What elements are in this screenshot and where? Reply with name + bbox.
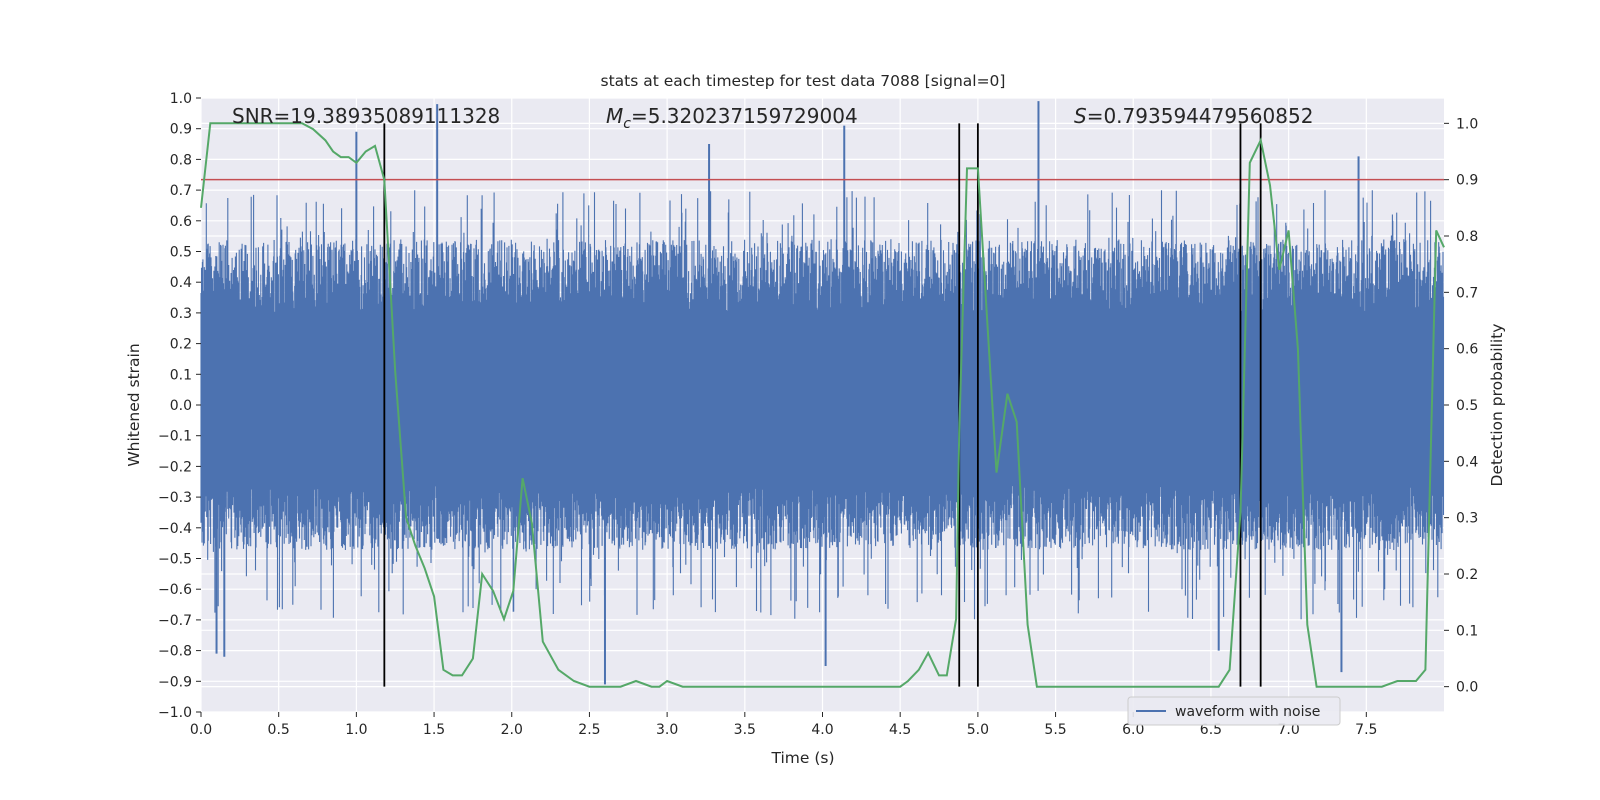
- y-right-tick-label: 0.5: [1456, 398, 1478, 414]
- y-left-tick-label: 0.0: [170, 398, 192, 414]
- y-left-tick-label: −0.9: [158, 674, 192, 690]
- y-left-tick-label: −0.3: [158, 490, 192, 506]
- y-left-tick-label: 0.7: [170, 183, 192, 199]
- y-right-tick-label: 0.0: [1456, 680, 1478, 696]
- y-left-tick-label: 0.1: [170, 367, 192, 383]
- y-left-tick-label: −0.8: [158, 644, 192, 660]
- y-right-tick-label: 0.8: [1456, 229, 1478, 245]
- x-tick-label: 6.5: [1200, 722, 1222, 738]
- x-tick-label: 6.0: [1122, 722, 1144, 738]
- x-tick-label: 4.0: [811, 722, 833, 738]
- y-right-tick-label: 0.1: [1456, 623, 1478, 639]
- y-left-tick-label: −0.6: [158, 582, 192, 598]
- y-left-tick-label: −0.7: [158, 613, 192, 629]
- chirp-mass-symbol: M: [606, 104, 623, 128]
- x-tick-label: 2.5: [578, 722, 600, 738]
- chirp-mass-subscript: c: [623, 116, 631, 132]
- y-right-tick-label: 0.6: [1456, 342, 1478, 358]
- y-left-tick-label: 0.4: [170, 275, 192, 291]
- snr-annotation: SNR=19.38935089111328: [232, 104, 500, 128]
- y-left-tick-label: −0.2: [158, 459, 192, 475]
- y-left-tick-label: 1.0: [170, 91, 192, 107]
- y-right-tick-label: 0.3: [1456, 511, 1478, 527]
- y-right-tick-label: 0.7: [1456, 285, 1478, 301]
- y-left-tick-label: 0.9: [170, 122, 192, 138]
- probability-series: [200, 122, 1445, 688]
- y-right-tick-label: 0.2: [1456, 567, 1478, 583]
- x-tick-label: 4.5: [889, 722, 911, 738]
- detection-probability-line: [200, 122, 1445, 688]
- y-left-tick-label: −0.1: [158, 429, 192, 445]
- y-axis-label-left: Whitened strain: [125, 343, 143, 466]
- y-left-tick-label: −1.0: [158, 705, 192, 721]
- x-tick-label: 3.5: [734, 722, 756, 738]
- x-tick-label: 7.5: [1355, 722, 1377, 738]
- x-tick-label: 2.0: [501, 722, 523, 738]
- x-tick-label: 5.0: [967, 722, 989, 738]
- chirp-mass-value: =5.320237159729004: [631, 104, 858, 128]
- legend-box: [1127, 696, 1341, 726]
- y-left-tick-label: 0.5: [170, 245, 192, 261]
- chirp-mass-annotation: Mc=5.320237159729004: [606, 104, 858, 132]
- s-annotation: S=0.793594479560852: [1074, 104, 1313, 128]
- x-tick-label: 3.0: [656, 722, 678, 738]
- legend: waveform with noise: [1127, 696, 1341, 726]
- y-left-tick-label: 0.6: [170, 214, 192, 230]
- x-tick-label: 5.5: [1044, 722, 1066, 738]
- x-tick-label: 0.0: [190, 722, 212, 738]
- y-axis-label-right: Detection probability: [1488, 324, 1506, 487]
- y-left-tick-label: 0.8: [170, 152, 192, 168]
- x-axis-label: Time (s): [770, 749, 834, 767]
- y-right-tick-label: 0.9: [1456, 173, 1478, 189]
- legend-label: waveform with noise: [1175, 704, 1320, 720]
- s-value: =0.793594479560852: [1087, 104, 1314, 128]
- y-right-tick-label: 0.4: [1456, 454, 1478, 470]
- x-tick-label: 1.0: [345, 722, 367, 738]
- y-right-tick-label: 1.0: [1456, 116, 1478, 132]
- y-left-tick-label: −0.5: [158, 552, 192, 568]
- x-tick-label: 1.5: [423, 722, 445, 738]
- waveform-noise: [200, 190, 1445, 620]
- y-left-tick-label: 0.2: [170, 337, 192, 353]
- chart-title: stats at each timestep for test data 708…: [601, 72, 1006, 90]
- y-left-tick-label: 0.3: [170, 306, 192, 322]
- x-tick-label: 7.0: [1277, 722, 1299, 738]
- waveform-series: [200, 101, 1445, 685]
- x-tick-label: 0.5: [268, 722, 290, 738]
- y-left-tick-label: −0.4: [158, 521, 192, 537]
- s-symbol: S: [1074, 104, 1087, 128]
- axis-ticks: 0.0 0.5 1.0 1.5 2.0 2.5 3.0 3.5 4.0 4.5 5.0 5.5 6.0 6…: [158, 91, 1478, 738]
